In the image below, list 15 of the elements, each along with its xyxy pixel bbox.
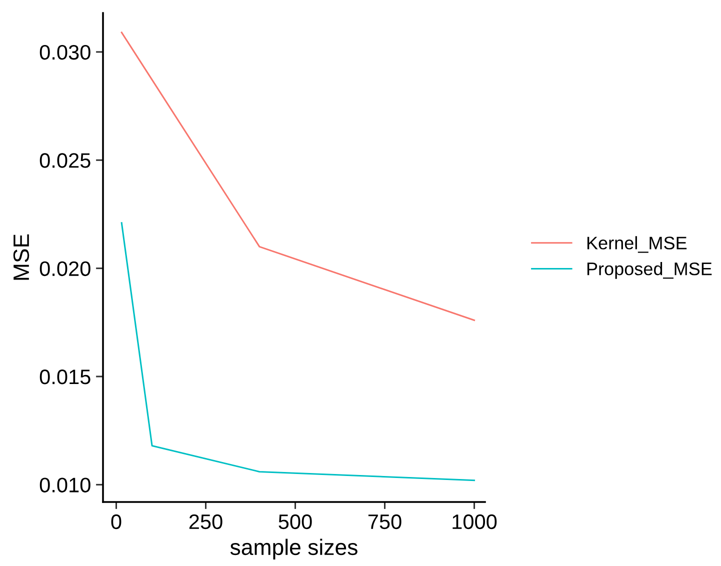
x-tick-label: 500 xyxy=(278,514,312,530)
x-tick-label: 750 xyxy=(368,514,402,530)
legend-label: Kernel_MSE xyxy=(587,236,687,253)
y-tick-label: 0.030 xyxy=(40,44,90,60)
legend-label: Proposed_MSE xyxy=(587,262,712,279)
line-series xyxy=(120,222,476,482)
y-axis-title: MSE xyxy=(13,234,30,280)
y-tick-label: 0.025 xyxy=(40,153,90,168)
y-tick-label: 0.015 xyxy=(40,370,90,384)
x-tick-label: 1000 xyxy=(452,514,497,530)
x-axis-title: sample sizes xyxy=(230,538,358,560)
y-tick-label: 0.010 xyxy=(40,478,90,492)
x-tick-label: 250 xyxy=(189,514,222,530)
y-tick-label: 0.020 xyxy=(40,261,90,276)
x-tick-label: 0 xyxy=(111,514,122,530)
